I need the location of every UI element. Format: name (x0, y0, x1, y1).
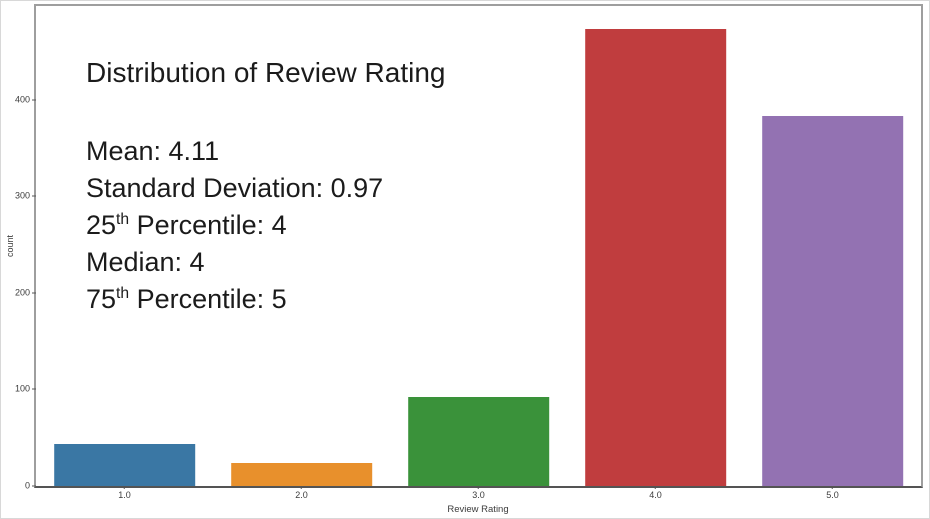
stat-text-segment: Median: 4 (86, 247, 205, 277)
stat-text-segment: 25 (86, 210, 117, 240)
y-tick-mark (32, 195, 36, 197)
stat-line-mean: Mean: 4.11 (86, 133, 446, 170)
bar-rating-1.0 (53, 443, 196, 486)
bar-rating-4.0 (584, 29, 727, 486)
y-axis-title: count (5, 234, 15, 258)
y-tick: 300 (14, 190, 36, 201)
y-tick: 200 (15, 288, 36, 297)
y-tick-label: 300 (14, 190, 30, 201)
bar-rating-2.0 (230, 462, 373, 486)
x-tick: 1.0 (118, 486, 131, 500)
y-tick-mark (32, 485, 36, 487)
x-tick-label: 5.0 (826, 490, 839, 500)
x-tick: 2.0 (295, 486, 308, 500)
bar-rating-3.0 (407, 397, 550, 486)
x-tick-mark (477, 486, 479, 489)
y-tick: 100 (14, 383, 36, 394)
stat-superscript: th (116, 211, 130, 228)
x-tick: 4.0 (649, 486, 662, 500)
x-axis-title: Review Rating (447, 504, 509, 515)
annotation-block: Distribution of Review Rating Mean: 4.11… (86, 54, 446, 318)
stat-line-75th-percentile: 75th Percentile: 5 (86, 281, 446, 318)
x-tick: 5.0 (826, 486, 839, 500)
x-tick: 3.0 (472, 486, 485, 500)
x-tick-mark (123, 486, 125, 489)
stat-line-std: Standard Deviation: 0.97 (86, 170, 446, 207)
stat-text-segment: Percentile: 4 (129, 210, 287, 240)
y-tick-mark (32, 388, 36, 390)
y-tick-label: 400 (14, 94, 30, 105)
bar-rating-5.0 (761, 116, 904, 486)
stat-text-segment: Mean: 4.11 (86, 136, 220, 166)
y-tick-label: 100 (14, 383, 30, 394)
x-tick-mark (654, 486, 656, 489)
stat-text-segment: Percentile: 5 (129, 284, 287, 314)
y-tick-mark (32, 292, 36, 294)
stat-superscript: th (116, 285, 130, 302)
x-tick-mark (831, 486, 833, 489)
x-tick-label: 1.0 (118, 490, 131, 500)
plot-area: 0 100 200 300 400 1.0 2.0 (15, 4, 923, 500)
y-tick: 400 (15, 95, 36, 104)
stat-line-median: Median: 4 (86, 244, 446, 281)
y-tick-mark (32, 99, 36, 101)
stat-text-segment: Standard Deviation: 0.97 (86, 173, 384, 203)
x-tick-label: 2.0 (295, 490, 308, 500)
x-tick-label: 3.0 (472, 490, 485, 500)
y-tick: 0 (24, 480, 36, 491)
stat-text-segment: 75 (86, 284, 117, 314)
y-tick-label: 0 (24, 480, 30, 491)
stat-line-25th-percentile: 25th Percentile: 4 (86, 207, 446, 244)
chart-title: Distribution of Review Rating (86, 57, 446, 88)
y-tick-label: 200 (14, 287, 30, 298)
x-tick-mark (300, 486, 302, 489)
x-tick-label: 4.0 (649, 490, 662, 500)
